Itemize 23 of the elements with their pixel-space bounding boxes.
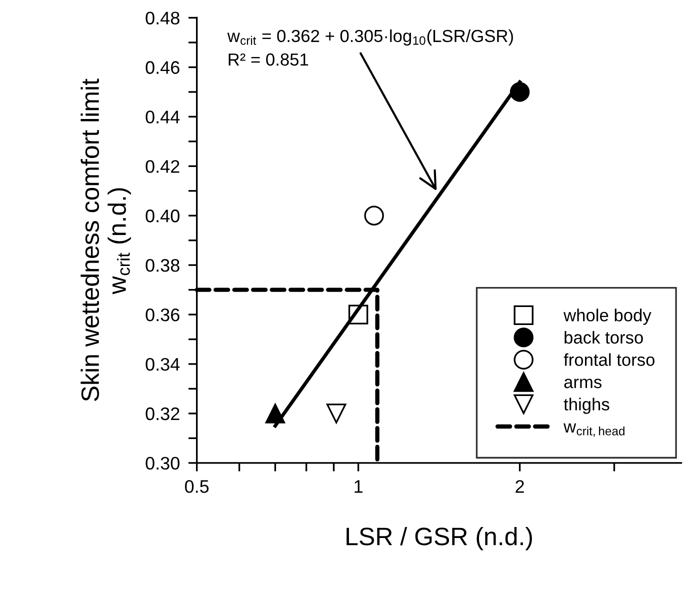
x-axis-title: LSR / GSR (n.d.) bbox=[346, 526, 532, 550]
y-tick-label: 0.30 bbox=[146, 456, 180, 470]
y-axis-title: Skin wettedness comfort limit w$_{crit}$ (n.d.) bbox=[80, 78, 131, 402]
annotation: w$_{crit}$ = 0.362 + 0.305·log$_{10}$(LSR/GSR) bbox=[227, 29, 513, 46]
legend-label: w$_{crit,head}$ bbox=[564, 423, 624, 437]
legend-label: frontal torso bbox=[564, 353, 654, 366]
x-tick-label: 2 bbox=[516, 480, 524, 493]
y-tick-label: 0.48 bbox=[146, 12, 180, 24]
y-tick-label: 0.34 bbox=[146, 358, 180, 371]
y-tick-label: 0.32 bbox=[146, 407, 180, 420]
x-tick-label: 1 bbox=[354, 480, 362, 493]
y-tick-label: 0.44 bbox=[146, 110, 180, 124]
y-tick-label: 0.42 bbox=[146, 160, 180, 173]
y-tick-label: 0.46 bbox=[146, 61, 180, 74]
legend-label: whole body bbox=[564, 308, 652, 325]
annotation: R² = 0.851 bbox=[228, 53, 308, 66]
y-tick-label: 0.40 bbox=[146, 210, 180, 222]
legend-label: back torso bbox=[564, 330, 643, 344]
x-tick-label: 0.5 bbox=[184, 480, 209, 493]
legend-label: arms bbox=[564, 378, 602, 388]
legend-label: thighs bbox=[564, 398, 610, 414]
y-tick-label: 0.38 bbox=[146, 259, 180, 272]
y-tick-label: 0.36 bbox=[146, 308, 180, 322]
